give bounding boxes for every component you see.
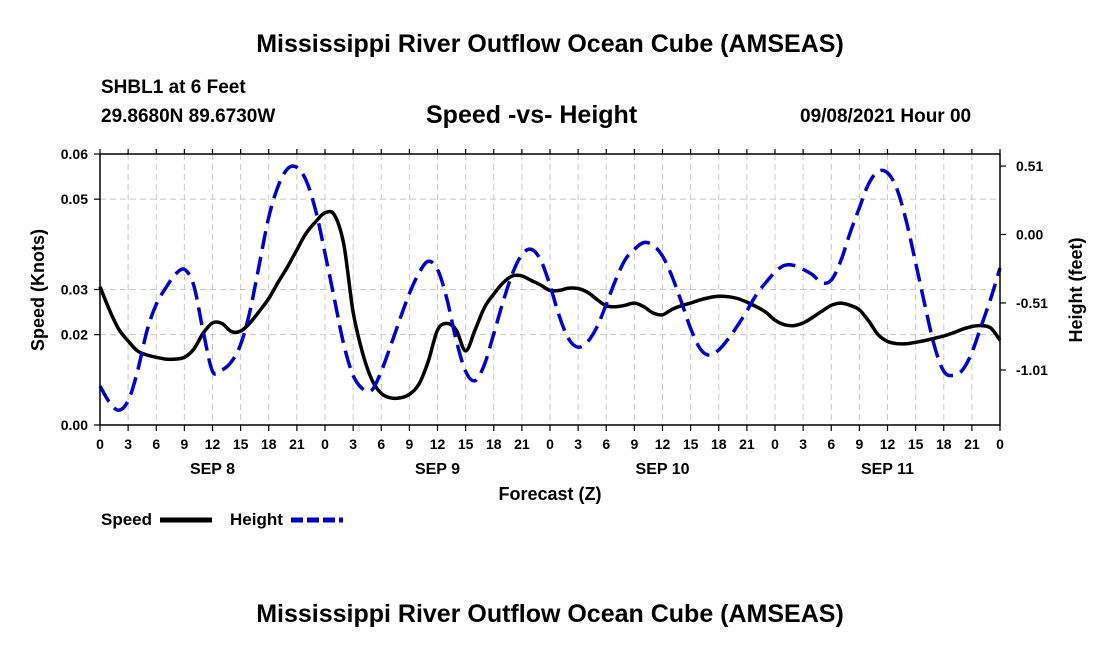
axes: 0 3 6 9 12 15 18 21 0 3 6 9 12 15 18 21 0 3 6 9 12 15 18 21 0 3 6 9…: [61, 146, 1048, 478]
x-tick-label: 21: [739, 436, 755, 452]
y-axis-left-label: Speed (Knots): [28, 229, 48, 351]
x-tick-label: 15: [908, 436, 924, 452]
x-tick-label: 15: [233, 436, 249, 452]
x-tick-label: 9: [405, 436, 413, 452]
forecast-datetime: 09/08/2021 Hour 00: [800, 106, 972, 127]
y-right-tick-label: -0.51: [1016, 295, 1048, 311]
x-tick-label: 6: [152, 436, 160, 452]
y-axis-right-label: Height (feet): [1066, 238, 1086, 343]
grid: [100, 154, 1000, 425]
x-tick-label: 6: [602, 436, 610, 452]
x-tick-label: 15: [458, 436, 474, 452]
x-axis-label: Forecast (Z): [498, 484, 601, 504]
footer-title: Mississippi River Outflow Ocean Cube (AM…: [256, 600, 844, 628]
x-tick-label: 21: [964, 436, 980, 452]
y-right-tick-label: 0.00: [1016, 226, 1043, 242]
x-tick-label: 18: [486, 436, 502, 452]
x-tick-label: 12: [655, 436, 671, 452]
x-tick-label: 6: [827, 436, 835, 452]
y-right-tick-label: -1.01: [1016, 362, 1048, 378]
y-right-tick-label: 0.51: [1016, 158, 1043, 174]
x-tick-label: 0: [321, 436, 329, 452]
x-tick-label: 3: [574, 436, 582, 452]
x-tick-label: 0: [996, 436, 1004, 452]
day-label: SEP 9: [415, 461, 460, 478]
station-coordinates: 29.8680N 89.6730W: [101, 106, 276, 127]
y-left-tick-label: 0.05: [61, 191, 88, 207]
y-left-tick-label: 0.06: [61, 146, 88, 162]
x-tick-label: 18: [936, 436, 952, 452]
day-label: SEP 8: [190, 461, 235, 478]
x-tick-label: 18: [711, 436, 727, 452]
day-label: SEP 10: [636, 461, 690, 478]
x-tick-label: 15: [683, 436, 699, 452]
x-tick-label: 0: [771, 436, 779, 452]
x-tick-label: 18: [261, 436, 277, 452]
x-tick-label: 21: [514, 436, 530, 452]
height-series-line: [98, 164, 1002, 412]
x-tick-label: 21: [289, 436, 305, 452]
y-left-tick-label: 0.02: [61, 327, 88, 343]
station-label: SHBL1 at 6 Feet: [101, 77, 246, 98]
chart-subtitle: Speed -vs- Height: [426, 101, 638, 129]
x-tick-label: 9: [855, 436, 863, 452]
x-tick-label: 6: [377, 436, 385, 452]
y-left-tick-label: 0.03: [61, 282, 88, 298]
day-label: SEP 11: [861, 461, 914, 478]
legend-speed-label: Speed: [101, 510, 152, 529]
x-tick-label: 12: [430, 436, 446, 452]
series-layer: [98, 164, 1002, 412]
legend: Speed Height: [101, 510, 343, 529]
x-tick-label: 9: [180, 436, 188, 452]
legend-height-label: Height: [230, 510, 283, 529]
x-tick-label: 9: [630, 436, 638, 452]
x-tick-label: 3: [349, 436, 357, 452]
x-tick-label: 3: [799, 436, 807, 452]
x-tick-label: 12: [880, 436, 896, 452]
y-left-tick-label: 0.00: [61, 417, 88, 433]
x-tick-label: 0: [546, 436, 554, 452]
x-tick-label: 3: [124, 436, 132, 452]
x-tick-label: 0: [96, 436, 104, 452]
x-tick-label: 12: [205, 436, 221, 452]
chart-title: Mississippi River Outflow Ocean Cube (AM…: [256, 30, 844, 58]
